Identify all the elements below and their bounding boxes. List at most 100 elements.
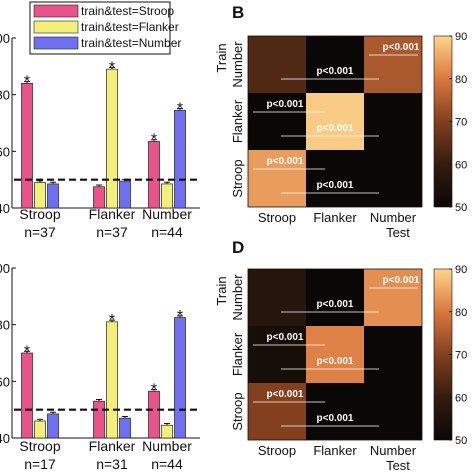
y-tick-label: 60 [0,144,10,159]
sample-size-label: n=44 [151,456,183,472]
significance-star: * [109,59,115,76]
heatmap-cell [248,269,306,326]
colorbar-tick-label: 70 [455,117,467,129]
heatmap-cell [306,326,364,383]
bar [174,317,186,439]
colorbar-tick-label: 80 [455,307,467,319]
y-category-label: Number [230,41,245,88]
panel-letter-D: D [232,238,244,257]
y-tick-label: 80 [0,88,10,103]
heatmap-cell [364,326,422,383]
panel-letter-B: B [232,3,244,22]
heatmap-D: p<0.001 p<0.001 p<0.001 p<0.001 p<0.001 p<0.0… [214,264,467,473]
p-value-annotation: p<0.001 [383,275,420,286]
category-label: Flanker [89,438,136,454]
colorbar-tick-label: 50 [455,202,467,214]
heatmap-cell [248,93,306,150]
y-category-label: Number [230,274,245,321]
heatmap-cell [306,150,364,207]
sample-size-label: n=37 [24,224,56,240]
heatmap-cell [248,150,306,207]
x-category-label: Stroop [258,210,296,225]
category-label: Flanker [89,206,136,222]
x-category-label: Flanker [313,210,357,225]
bar [93,186,105,209]
p-value-annotation: p<0.001 [267,332,304,343]
heatmap-cell [306,269,364,326]
colorbar-tick-label: 80 [455,74,467,86]
p-value-annotation: p<0.001 [317,180,354,191]
x-category-label: Number [370,210,417,225]
bar [119,180,131,209]
bar [148,141,160,209]
y-axis-title: Train [214,43,229,72]
legend-swatch [33,36,79,50]
bar-chart-C: 40 60 80 100 * * * * Stroop n=17 Flanker n=31 Number… [0,261,200,472]
p-value-annotation: p<0.001 [267,99,304,110]
bar [106,321,118,439]
category-label: Number [142,438,192,454]
y-tick-label: 60 [0,374,10,389]
significance-star: * [177,101,183,118]
x-category-label: Number [370,443,417,458]
heatmap-cell [248,36,306,93]
heatmap-B: p<0.001 p<0.001 p<0.001 p<0.001 p<0.001 p<0.0… [214,31,467,240]
heatmap-cell [248,326,306,383]
y-tick-label: 100 [0,31,10,46]
y-category-label: Stroop [230,392,245,430]
heatmap-cell [364,93,422,150]
heatmap-cell [306,36,364,93]
p-value-annotation: p<0.001 [317,299,354,310]
p-value-annotation: p<0.001 [383,42,420,53]
sample-size-label: n=31 [96,456,128,472]
bar [34,182,46,209]
colorbar-tick-label: 60 [455,159,467,171]
y-tick-label: 40 [0,431,10,446]
heatmap-cell [306,383,364,440]
legend-swatch [33,4,79,18]
y-category-label: Flanker [230,332,245,376]
bar [21,352,33,439]
p-value-annotation: p<0.001 [267,389,304,400]
y-category-label: Stroop [230,159,245,197]
heatmap-cell [248,383,306,440]
colorbar-tick-label: 70 [455,350,467,362]
legend: train&test=Stroop train&test=Flanker train… [29,1,181,55]
category-label: Stroop [19,206,60,222]
significance-star: * [109,312,115,329]
y-tick-label: 80 [0,318,10,333]
colorbar-tick-label: 50 [455,435,467,447]
colorbar-tick-label: 90 [455,31,467,43]
bar [47,183,59,209]
significance-star: * [24,343,30,360]
bar [119,417,131,439]
colorbar-tick-label: 60 [455,392,467,404]
x-axis-title: Test [386,458,410,473]
x-category-label: Flanker [313,443,357,458]
p-value-annotation: p<0.001 [317,66,354,77]
significance-star: * [151,132,157,149]
bar [174,109,186,209]
colorbar-tick-label: 90 [455,264,467,276]
heatmap-cell [364,269,422,326]
legend-label: train&test=Flanker [81,20,179,34]
bar [47,413,59,439]
bar [93,400,105,439]
x-category-label: Stroop [258,443,296,458]
significance-star: * [151,382,157,399]
heatmap-cell [364,383,422,440]
sample-size-label: n=17 [24,456,56,472]
heatmap-frame [247,268,423,441]
bar-chart-A: 40 60 80 100 * * * * Stroop n=37 Flanker n=37 Number… [0,31,200,240]
heatmap-cell [364,36,422,93]
x-axis-title: Test [386,225,410,240]
sample-size-label: n=37 [96,224,128,240]
bar [161,183,173,209]
category-label: Stroop [19,438,60,454]
bar [21,82,33,209]
bar [34,420,46,439]
y-axis-title: Train [214,276,229,305]
p-value-annotation: p<0.001 [317,123,354,134]
legend-swatch [33,20,79,34]
